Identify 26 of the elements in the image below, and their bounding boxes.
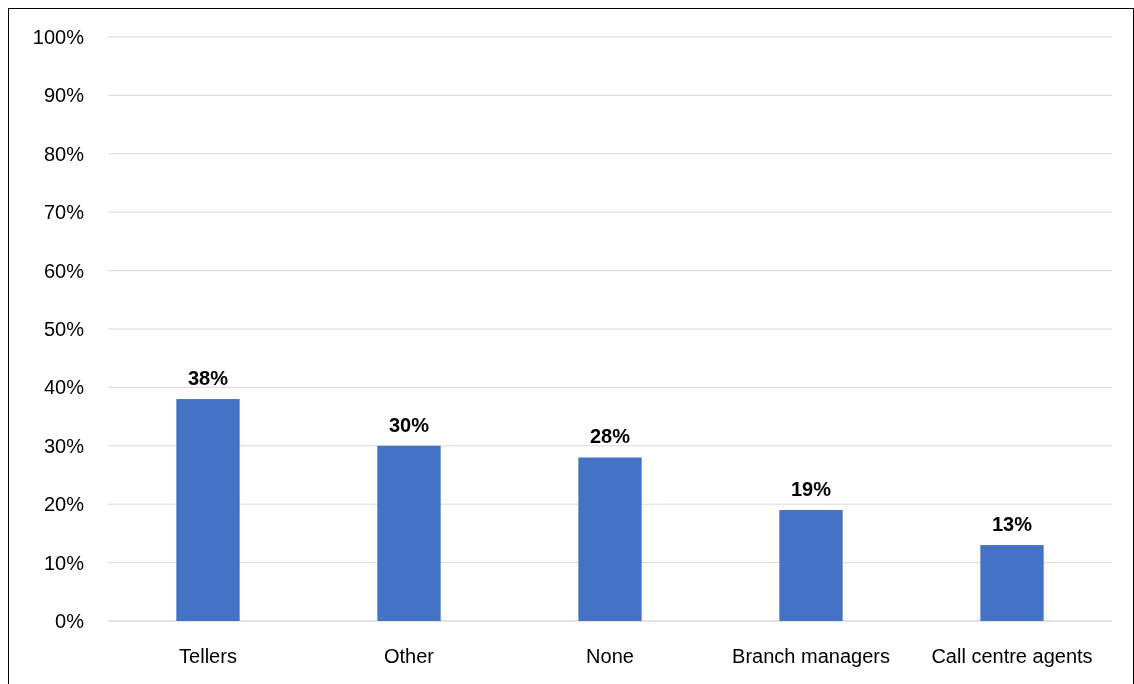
y-tick-label: 0%: [55, 610, 85, 632]
x-tick-label: Branch managers: [732, 645, 890, 667]
y-tick-label: 20%: [43, 493, 85, 516]
data-label: 19%: [790, 478, 832, 501]
y-tick-label: 50%: [43, 318, 85, 340]
bar: [176, 399, 240, 621]
x-tick-label: Tellers: [179, 645, 237, 667]
y-tick-label: 80%: [43, 142, 85, 165]
x-tick-label: Other: [383, 645, 435, 667]
data-label: 38%: [187, 367, 229, 390]
data-label: 28%: [589, 425, 631, 448]
y-tick-label: 10%: [43, 551, 85, 574]
data-label: 30%: [388, 413, 430, 436]
y-tick-label: 90%: [43, 84, 85, 107]
bar: [980, 545, 1044, 621]
y-tick-label: 100%: [32, 26, 85, 48]
x-tick-label: Call centre agents: [931, 645, 1093, 667]
bar: [578, 457, 642, 621]
y-tick-label: 30%: [43, 434, 85, 457]
y-tick-label: 40%: [43, 376, 85, 399]
bar: [377, 445, 441, 621]
y-tick-label: 60%: [43, 259, 85, 282]
bar: [779, 510, 843, 621]
data-label: 13%: [991, 513, 1033, 536]
y-tick-label: 70%: [43, 201, 85, 224]
x-tick-label: None: [586, 645, 634, 667]
